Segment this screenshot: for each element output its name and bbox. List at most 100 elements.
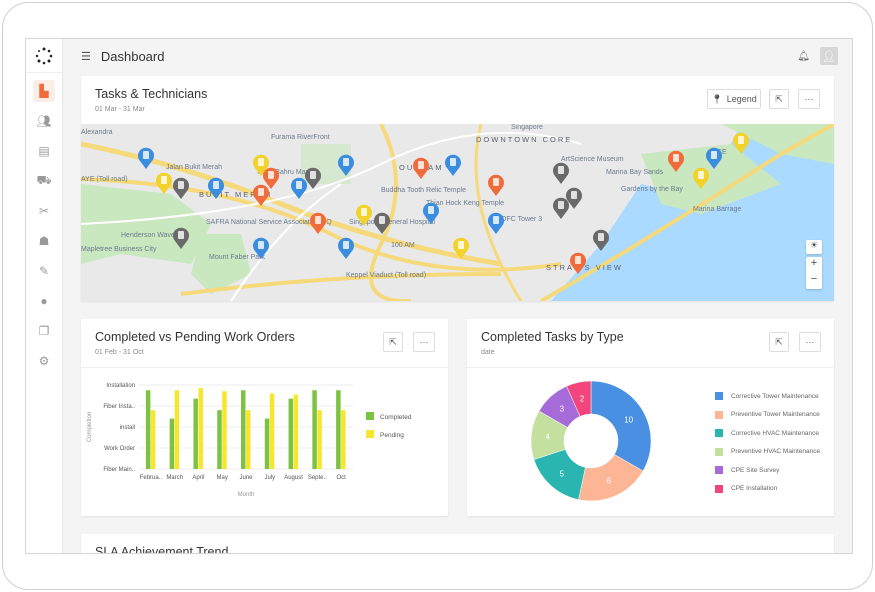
technician-pin-icon[interactable] bbox=[668, 150, 684, 172]
technician-pin-icon[interactable] bbox=[310, 212, 326, 234]
legend-swatch bbox=[715, 484, 723, 493]
map-label: Marina Barrage bbox=[693, 206, 742, 213]
expand-button[interactable]: ⇱ bbox=[769, 89, 789, 109]
bar-completed[interactable] bbox=[312, 390, 317, 469]
slice-label: 5 bbox=[560, 469, 565, 478]
legend-button[interactable]: 📍︎ Legend bbox=[707, 89, 761, 109]
task-pin-icon[interactable] bbox=[138, 147, 154, 169]
more-button[interactable]: ··· bbox=[799, 332, 821, 352]
task-pin-icon[interactable] bbox=[733, 132, 749, 154]
bar-pending[interactable] bbox=[150, 410, 156, 469]
technician-pin-icon[interactable] bbox=[263, 167, 279, 189]
task-pin-icon[interactable] bbox=[553, 197, 569, 219]
task-pin-icon[interactable] bbox=[706, 147, 722, 169]
task-pin-icon[interactable] bbox=[553, 162, 569, 184]
task-pin-icon[interactable] bbox=[566, 187, 582, 209]
map-pins bbox=[138, 132, 749, 274]
bar-pending[interactable] bbox=[269, 393, 275, 469]
map-label: AYE (Toll road) bbox=[81, 176, 128, 183]
bar-completed[interactable] bbox=[193, 398, 198, 469]
expand-button[interactable]: ⇱ bbox=[769, 332, 789, 352]
task-pin-icon[interactable] bbox=[488, 212, 504, 234]
more-button[interactable]: ··· bbox=[798, 89, 820, 109]
bell-icon[interactable]: 🔔︎ bbox=[797, 50, 810, 62]
technician-pin-icon[interactable] bbox=[253, 184, 269, 206]
task-pin-icon[interactable] bbox=[445, 154, 461, 176]
task-pin-icon[interactable] bbox=[291, 177, 307, 199]
bar-completed[interactable] bbox=[288, 398, 294, 469]
legend-item[interactable]: CPE Site Survey bbox=[715, 466, 820, 474]
bar-pending[interactable] bbox=[246, 410, 251, 469]
technician-pin-icon[interactable] bbox=[570, 252, 586, 274]
task-pin-icon[interactable] bbox=[253, 154, 269, 176]
bar-pending[interactable] bbox=[341, 410, 346, 469]
map[interactable]: Alexandra Furama RiverFront Jalan Bukit Me… bbox=[81, 124, 834, 301]
tools-icon: ✂ bbox=[38, 204, 50, 218]
legend-swatch bbox=[715, 429, 723, 437]
task-pin-icon[interactable] bbox=[208, 177, 224, 199]
task-pin-icon[interactable] bbox=[423, 202, 439, 224]
task-pin-icon[interactable] bbox=[338, 237, 354, 259]
legend-item[interactable]: Corrective HVAC Maintenance bbox=[715, 429, 820, 437]
task-pin-icon[interactable] bbox=[156, 172, 172, 194]
legend-label: Corrective HVAC Maintenance bbox=[731, 429, 820, 437]
bar-pending[interactable] bbox=[293, 394, 299, 469]
sidebar-item-settings[interactable]: ⚙ bbox=[33, 350, 55, 372]
y-tick-label: Fiber Main.. bbox=[103, 467, 135, 473]
technician-pin-icon[interactable] bbox=[413, 157, 429, 179]
coin-icon: ● bbox=[40, 294, 48, 308]
task-pin-icon[interactable] bbox=[356, 204, 372, 226]
donut-slice[interactable] bbox=[566, 380, 592, 417]
tasks-technicians-card: Tasks & Technicians 01 Mar - 31 Mar 📍︎ Le… bbox=[81, 76, 834, 301]
sidebar-item-documents[interactable]: ▤ bbox=[33, 140, 55, 162]
sidebar-item-reports[interactable]: ❐ bbox=[33, 320, 55, 342]
task-pin-icon[interactable] bbox=[305, 167, 321, 189]
bar-pending[interactable] bbox=[222, 391, 227, 469]
bar-completed[interactable] bbox=[336, 390, 341, 469]
task-pin-icon[interactable] bbox=[593, 229, 609, 251]
bar-pending[interactable] bbox=[198, 388, 203, 469]
y-tick-label: install bbox=[120, 425, 135, 431]
app-window: ▙ 👥︎ ▤ ⛟ ✂ ☗ ✎ ● ❐ ⚙ ☰ Dashboard 🔔︎ 👤︎ Tasks & Te… bbox=[25, 38, 853, 554]
bar-completed[interactable] bbox=[264, 418, 270, 469]
legend-item[interactable]: Preventive Tower Maintenance bbox=[715, 410, 820, 419]
sidebar-item-tools[interactable]: ✂ bbox=[33, 200, 55, 222]
map-label: ArtScience Museum bbox=[561, 156, 624, 163]
avatar[interactable]: 👤︎ bbox=[820, 47, 838, 65]
locate-button[interactable]: ☀ bbox=[806, 240, 822, 254]
technician-pin-icon[interactable] bbox=[488, 174, 504, 196]
task-pin-icon[interactable] bbox=[453, 237, 469, 259]
sla-trend-card: SLA Achievement Trend bbox=[81, 534, 834, 553]
sidebar-item-billing[interactable]: ● bbox=[33, 290, 55, 312]
task-pin-icon[interactable] bbox=[173, 177, 189, 199]
more-button[interactable]: ··· bbox=[413, 332, 435, 352]
task-pin-icon[interactable] bbox=[693, 167, 709, 189]
bar-completed[interactable] bbox=[217, 410, 222, 469]
sidebar-item-fleet[interactable]: ⛟ bbox=[33, 170, 55, 192]
donut-slice[interactable] bbox=[590, 380, 652, 472]
bar-pending[interactable] bbox=[174, 390, 180, 469]
legend-swatch bbox=[715, 447, 723, 456]
card-title: Tasks & Technicians bbox=[95, 87, 208, 101]
menu-icon[interactable]: ☰ bbox=[81, 50, 91, 63]
expand-button[interactable]: ⇱ bbox=[383, 332, 403, 352]
task-pin-icon[interactable] bbox=[173, 227, 189, 249]
bar-completed[interactable] bbox=[169, 418, 175, 469]
sidebar-item-users[interactable]: 👥︎ bbox=[33, 110, 55, 132]
app-logo[interactable] bbox=[26, 39, 62, 73]
legend-item[interactable]: CPE Installation bbox=[715, 484, 820, 493]
sidebar-item-analytics[interactable]: ▙ bbox=[33, 80, 55, 102]
sidebar-item-inventory[interactable]: ☗ bbox=[33, 230, 55, 252]
sidebar: ▙ 👥︎ ▤ ⛟ ✂ ☗ ✎ ● ❐ ⚙ bbox=[26, 39, 63, 553]
task-pin-icon[interactable] bbox=[338, 154, 354, 176]
zoom-out-button[interactable]: − bbox=[810, 273, 818, 285]
bar-pending[interactable] bbox=[317, 410, 322, 469]
bar-completed[interactable] bbox=[241, 390, 246, 469]
legend-item[interactable]: Corrective Tower Maintenance bbox=[715, 392, 820, 400]
sidebar-item-signature[interactable]: ✎ bbox=[33, 260, 55, 282]
bar-completed[interactable] bbox=[145, 390, 151, 469]
zoom-in-button[interactable]: + bbox=[810, 257, 818, 269]
legend-item[interactable]: Preventive HVAC Maintenance bbox=[715, 447, 820, 456]
task-pin-icon[interactable] bbox=[374, 212, 390, 234]
task-pin-icon[interactable] bbox=[253, 237, 269, 259]
